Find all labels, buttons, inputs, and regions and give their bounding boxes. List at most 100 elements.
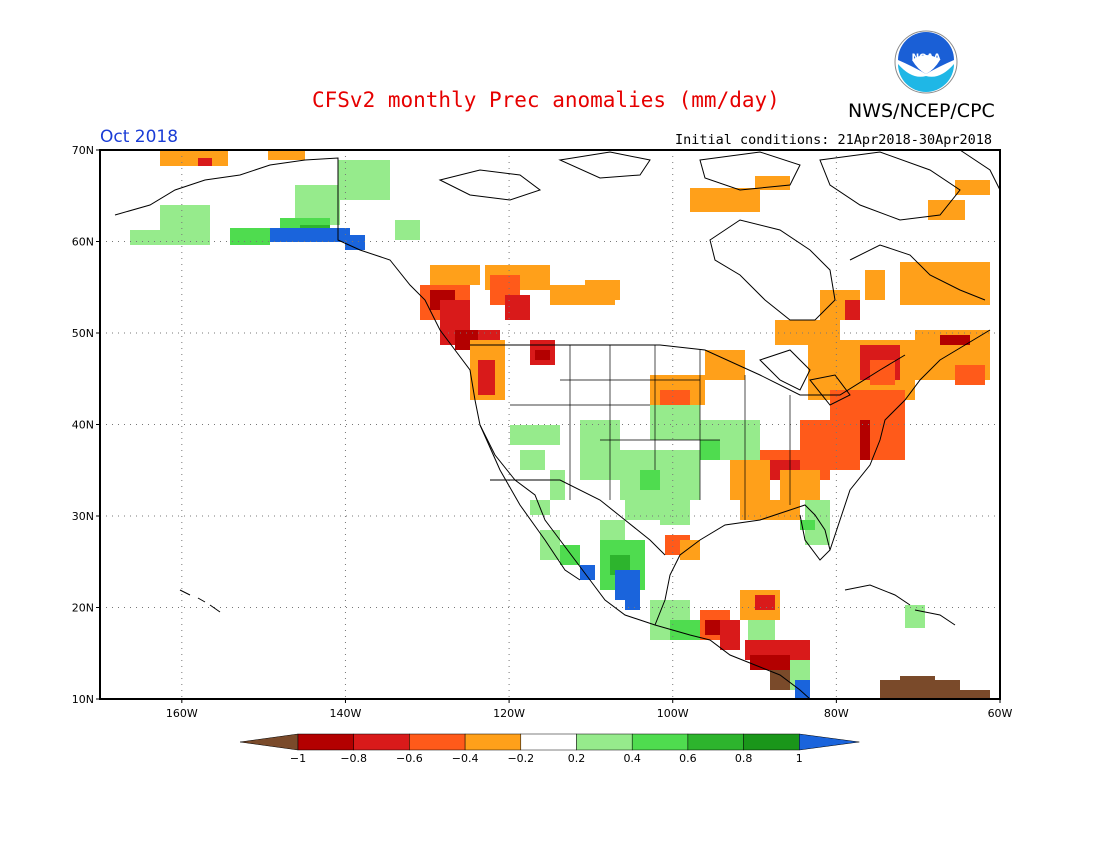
anomaly-cell (748, 620, 775, 640)
lon-tick-label: 80W (824, 707, 849, 720)
anomaly-cell (870, 360, 895, 385)
anomaly-cell (845, 300, 860, 320)
anomaly-cell (795, 680, 810, 699)
anomaly-cell (338, 160, 390, 200)
anomaly-cell (690, 188, 760, 212)
coast-line (490, 479, 666, 556)
colorbar-swatch (520, 733, 577, 751)
anomaly-cell (230, 228, 270, 245)
latitude-labels: 70N 60N 50N 40N 30N 20N 10N (72, 144, 100, 706)
anomaly-cell (580, 565, 595, 580)
coast-line (914, 609, 956, 626)
noaa-logo-icon: NOAA (894, 30, 958, 94)
agency-label: NWS/NCEP/CPC (848, 100, 995, 122)
anomaly-cell (580, 420, 620, 480)
anomaly-cell (345, 235, 365, 250)
anomaly-cell (900, 262, 990, 305)
colorbar-arrow-low (239, 733, 299, 751)
anomaly-cell (505, 295, 530, 320)
colorbar-label: −0.6 (396, 752, 423, 765)
coast-line (479, 424, 581, 581)
anomaly-cell (535, 350, 550, 360)
coast-line (699, 151, 801, 191)
anomaly-cell (940, 335, 970, 345)
initial-conditions-label: Initial conditions: 21Apr2018-30Apr2018 (675, 132, 992, 148)
lat-tick-label: 20N (72, 602, 94, 615)
coast-line (709, 219, 836, 321)
colorbar-label: 0.6 (679, 752, 697, 765)
anomaly-cell (755, 176, 790, 190)
anomaly-cell (705, 620, 720, 635)
graticule (100, 150, 1000, 699)
anomaly-cell (780, 470, 820, 500)
anomaly-cell (270, 228, 350, 242)
coast-line (654, 504, 831, 626)
anomaly-cell (540, 530, 560, 560)
colorbar-swatch (353, 733, 410, 751)
colorbar-swatch (687, 733, 744, 751)
colorbar-arrow-high (799, 733, 860, 751)
anomaly-cell (550, 470, 565, 500)
colorbar-label: −0.8 (340, 752, 367, 765)
logo-text: NOAA (912, 53, 941, 63)
colorbar-label: −1 (290, 752, 306, 765)
anomaly-cell (160, 205, 210, 245)
lon-tick-label: 120W (493, 707, 525, 720)
anomaly-cell (660, 490, 690, 525)
anomaly-cell (905, 605, 925, 628)
colorbar: −1 −0.8 −0.6 −0.4 −0.2 0.2 0.4 0.6 0.8 1 (239, 733, 860, 765)
colorbar-swatch (464, 733, 522, 751)
colorbar-label: 0.4 (623, 752, 641, 765)
month-label: Oct 2018 (100, 127, 179, 147)
lat-tick-label: 30N (72, 510, 94, 523)
colorbar-swatch (743, 733, 800, 751)
anomaly-cell (625, 500, 660, 520)
anomaly-cell (740, 500, 800, 520)
anomaly-cell (730, 460, 770, 500)
anomaly-cell (430, 265, 480, 285)
colorbar-swatch (409, 733, 466, 751)
lat-tick-label: 10N (72, 693, 94, 706)
anomaly-cell (478, 360, 495, 395)
longitude-labels: 160W 140W 120W 100W 80W 60W (166, 699, 1013, 720)
coast-line (959, 149, 1001, 191)
anomaly-cell (585, 280, 620, 300)
anomaly-cell (160, 150, 228, 166)
anomaly-cell (700, 440, 720, 460)
lon-tick-label: 160W (166, 707, 198, 720)
anomaly-cell (900, 676, 935, 690)
colorbar-label: −0.2 (507, 752, 534, 765)
lat-tick-label: 50N (72, 327, 94, 340)
anomaly-cell (268, 150, 305, 160)
anomaly-cell (928, 200, 965, 220)
anomaly-cell (625, 600, 640, 610)
coast-line (819, 151, 961, 221)
lat-tick-label: 60N (72, 236, 94, 249)
lat-tick-label: 40N (72, 419, 94, 432)
lon-tick-label: 140W (330, 707, 362, 720)
anomaly-cell (960, 690, 990, 699)
anomaly-cell (770, 670, 790, 690)
anomaly-cell (955, 365, 985, 385)
colorbar-label: 0.8 (735, 752, 753, 765)
anomaly-cell (670, 620, 700, 640)
coast-line (849, 244, 986, 301)
lat-tick-label: 70N (72, 144, 94, 157)
anomaly-cell (615, 570, 640, 600)
coast-line (470, 344, 906, 396)
colorbar-swatch (631, 733, 689, 751)
colorbar-label: 0.2 (568, 752, 586, 765)
anomaly-cell (720, 620, 740, 650)
anomaly-cell (198, 158, 212, 166)
lon-tick-label: 60W (988, 707, 1013, 720)
coast-line (759, 349, 811, 391)
anomaly-cell (750, 655, 790, 670)
anomaly-cell (755, 595, 775, 610)
anomaly-cell (800, 520, 815, 530)
coast-line (809, 374, 851, 406)
coast-line (844, 584, 911, 606)
anomaly-cells (130, 150, 990, 699)
anomaly-cell (520, 450, 545, 470)
coastlines (114, 149, 1001, 700)
lon-tick-label: 100W (657, 707, 689, 720)
